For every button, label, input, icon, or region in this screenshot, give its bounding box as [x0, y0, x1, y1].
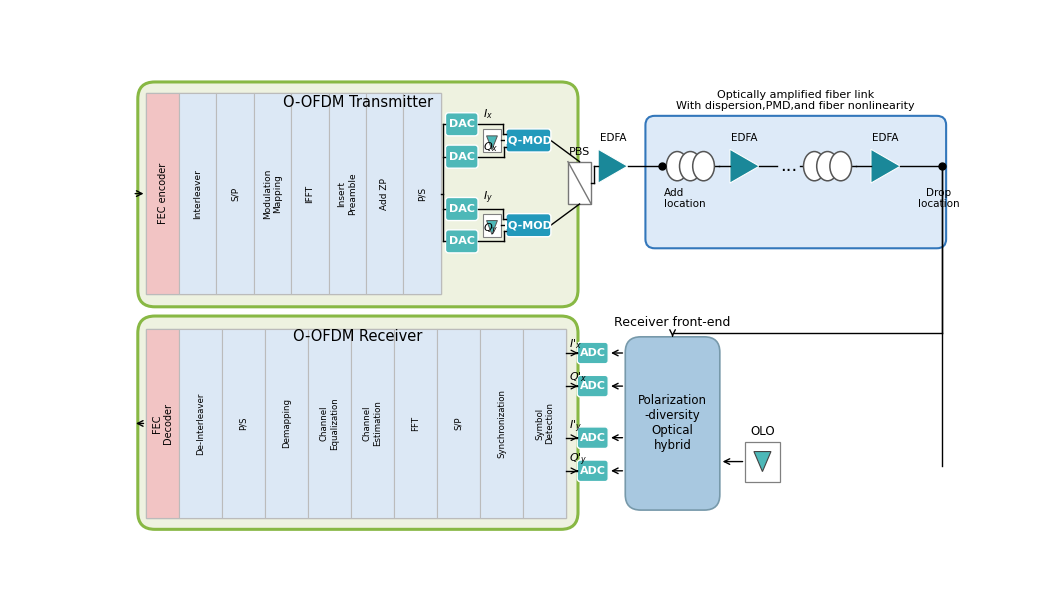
Bar: [483, 129, 501, 152]
Bar: [437, 329, 481, 518]
Bar: [146, 329, 567, 518]
Text: Polarization
-diversity
Optical
hybrid: Polarization -diversity Optical hybrid: [639, 395, 707, 453]
Text: DAC: DAC: [449, 236, 474, 247]
Text: O-OFDM Transmitter: O-OFDM Transmitter: [283, 95, 433, 110]
Polygon shape: [730, 149, 759, 183]
Ellipse shape: [680, 152, 701, 181]
Text: Add ZP: Add ZP: [380, 178, 390, 210]
Bar: [523, 329, 567, 518]
Bar: [179, 329, 222, 518]
Text: O-OFDM Receiver: O-OFDM Receiver: [293, 329, 423, 344]
Bar: [746, 442, 779, 482]
Text: Demapping: Demapping: [282, 399, 291, 448]
Bar: [291, 93, 328, 295]
Bar: [254, 93, 291, 295]
Text: P/S: P/S: [239, 417, 248, 430]
Text: Q$_x$: Q$_x$: [483, 140, 498, 153]
FancyBboxPatch shape: [577, 342, 608, 364]
Bar: [146, 93, 441, 295]
Text: Drop
location: Drop location: [917, 188, 959, 209]
Text: I'$_y$: I'$_y$: [569, 419, 581, 435]
Text: Q'$_x$: Q'$_x$: [569, 370, 588, 384]
Text: Optically amplified fiber link
With dispersion,PMD,and fiber nonlinearity: Optically amplified fiber link With disp…: [677, 90, 915, 112]
Text: I$_y$: I$_y$: [483, 190, 492, 206]
Text: EDFA: EDFA: [732, 133, 758, 143]
Text: Channel
Equalization: Channel Equalization: [320, 397, 339, 450]
Text: DAC: DAC: [449, 152, 474, 162]
Text: S/P: S/P: [454, 417, 463, 430]
Text: ...: ...: [780, 157, 797, 175]
Text: ADC: ADC: [579, 348, 606, 358]
FancyBboxPatch shape: [645, 116, 946, 248]
Bar: [394, 329, 437, 518]
FancyBboxPatch shape: [506, 214, 551, 237]
Text: Synchronization: Synchronization: [498, 389, 506, 458]
Polygon shape: [754, 451, 771, 471]
Text: De-Interleaver: De-Interleaver: [196, 392, 204, 454]
Ellipse shape: [666, 152, 688, 181]
Polygon shape: [870, 149, 900, 183]
Text: I'$_x$: I'$_x$: [569, 337, 581, 351]
Polygon shape: [486, 136, 498, 150]
FancyBboxPatch shape: [577, 375, 608, 397]
FancyBboxPatch shape: [506, 129, 551, 152]
FancyBboxPatch shape: [446, 198, 478, 221]
Bar: [216, 93, 254, 295]
Text: Symbol
Detection: Symbol Detection: [535, 402, 555, 444]
Text: Interleaver: Interleaver: [193, 168, 202, 219]
Text: DAC: DAC: [449, 204, 474, 214]
Bar: [328, 93, 366, 295]
Bar: [403, 93, 441, 295]
Ellipse shape: [693, 152, 715, 181]
Text: S/P: S/P: [231, 187, 239, 201]
Text: Modulation
Mapping: Modulation Mapping: [263, 168, 282, 219]
FancyBboxPatch shape: [577, 427, 608, 448]
Bar: [568, 162, 591, 204]
FancyBboxPatch shape: [577, 460, 608, 482]
Ellipse shape: [804, 152, 825, 181]
Text: I$_x$: I$_x$: [483, 107, 492, 121]
FancyBboxPatch shape: [138, 82, 578, 307]
Bar: [146, 93, 179, 295]
Ellipse shape: [830, 152, 851, 181]
Text: FFT: FFT: [411, 416, 420, 431]
Text: FEC encoder: FEC encoder: [158, 163, 167, 224]
Text: ADC: ADC: [579, 466, 606, 476]
Bar: [222, 329, 265, 518]
Text: DAC: DAC: [449, 119, 474, 129]
Text: Insert
Preamble: Insert Preamble: [338, 172, 357, 215]
Text: Add
location: Add location: [664, 188, 705, 209]
Text: IQ-MOD: IQ-MOD: [504, 136, 553, 145]
Bar: [308, 329, 352, 518]
Polygon shape: [486, 221, 498, 235]
Text: Channel
Estimation: Channel Estimation: [363, 401, 382, 447]
Text: P/S: P/S: [417, 187, 427, 201]
Text: Q'$_y$: Q'$_y$: [569, 452, 588, 468]
Text: IFFT: IFFT: [305, 185, 315, 202]
Polygon shape: [598, 149, 628, 183]
Text: EDFA: EDFA: [873, 133, 899, 143]
FancyBboxPatch shape: [446, 145, 478, 168]
Bar: [483, 214, 501, 237]
Bar: [265, 329, 308, 518]
FancyBboxPatch shape: [446, 230, 478, 253]
Text: Q$_y$: Q$_y$: [483, 222, 498, 238]
FancyBboxPatch shape: [446, 113, 478, 136]
Ellipse shape: [816, 152, 839, 181]
Bar: [366, 93, 403, 295]
Bar: [481, 329, 523, 518]
FancyBboxPatch shape: [625, 337, 720, 510]
Bar: [146, 329, 179, 518]
Text: FEC
Decoder: FEC Decoder: [151, 403, 174, 444]
Text: Receiver front-end: Receiver front-end: [614, 316, 731, 329]
Bar: [352, 329, 394, 518]
Bar: [179, 93, 216, 295]
FancyBboxPatch shape: [138, 316, 578, 529]
Text: OLO: OLO: [750, 425, 775, 439]
Text: IQ-MOD: IQ-MOD: [504, 220, 553, 230]
Text: PBS: PBS: [569, 147, 590, 157]
Text: ADC: ADC: [579, 433, 606, 443]
Text: ADC: ADC: [579, 381, 606, 391]
Text: EDFA: EDFA: [599, 133, 626, 143]
